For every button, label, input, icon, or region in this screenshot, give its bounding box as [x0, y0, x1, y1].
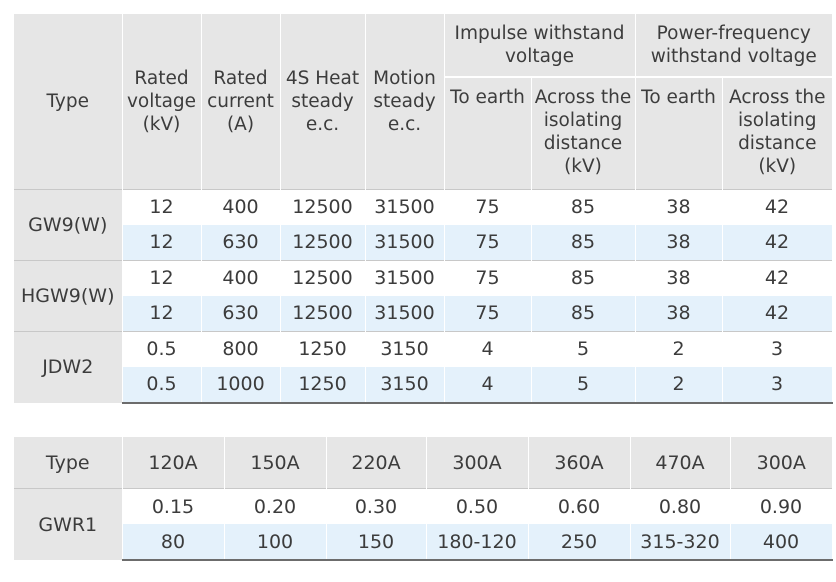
table-cell: 180-120: [426, 524, 529, 561]
table-cell: 3: [722, 367, 833, 404]
table-cell: 12: [122, 296, 202, 332]
table-cell: 100: [224, 524, 327, 561]
table-cell: 315-320: [630, 524, 731, 561]
table-cell: 3150: [365, 367, 445, 404]
header-motion-steady: Motion steady e.c.: [365, 14, 445, 190]
table-cell: 630: [201, 296, 281, 332]
table-cell: 85: [531, 189, 636, 225]
table-cell: 12500: [280, 189, 366, 225]
table-cell: 630: [201, 225, 281, 261]
header-150a: 150A: [224, 437, 327, 489]
table-cell: 31500: [365, 189, 445, 225]
table-cell: 12: [122, 189, 202, 225]
table-cell: 31500: [365, 225, 445, 261]
table-cell: 150: [326, 524, 427, 561]
table-cell: 42: [722, 225, 833, 261]
header-power-to-earth: To earth: [635, 76, 723, 190]
table-cell: 75: [444, 189, 532, 225]
table-cell: 42: [722, 189, 833, 225]
header-220a: 220A: [326, 437, 427, 489]
table-cell: 75: [444, 260, 532, 296]
table-cell: 38: [635, 225, 723, 261]
table-row: GWR1 0.15 0.20 0.30 0.50 0.60 0.80 0.90: [14, 488, 833, 560]
table-cell: 38: [635, 189, 723, 225]
table-cell: 85: [531, 260, 636, 296]
table-cell: 0.50: [426, 488, 529, 524]
table-cell: 5: [531, 367, 636, 404]
table-row: 80 100 150 180-120 250 315-320 400: [14, 524, 833, 561]
header-impulse-across: Across the isolating distance (kV): [531, 76, 636, 190]
header-rated-current: Rated current (A): [201, 14, 281, 190]
header-impulse-group: Impulse withstand voltage: [444, 14, 636, 77]
table-cell: 400: [201, 260, 281, 296]
table-cell: 1250: [280, 367, 366, 404]
type-cell: HGW9(W): [14, 260, 123, 332]
table-cell: 400: [730, 524, 833, 561]
table-row: JDW2 0.5 800 1250 3150 4 5 2 3: [14, 331, 833, 403]
table-cell: 400: [201, 189, 281, 225]
table-row: HGW9(W) 12 400 12500 31500 75 85 38 42: [14, 260, 833, 332]
header-120a: 120A: [122, 437, 225, 489]
header-heat-steady: 4S Heat steady e.c.: [280, 14, 366, 190]
table-row: 12 630 12500 31500 75 85 38 42: [14, 225, 833, 261]
table-cell: 0.30: [326, 488, 427, 524]
type-cell: GWR1: [14, 488, 123, 560]
table-cell: 38: [635, 260, 723, 296]
specs-table: Type Rated voltage (kV) Rated current (A…: [14, 14, 833, 404]
table-cell: 38: [635, 296, 723, 332]
header-power-group: Power-frequency withstand voltage: [635, 14, 833, 77]
table-cell: 75: [444, 296, 532, 332]
table-cell: 250: [528, 524, 631, 561]
header-360a: 360A: [528, 437, 631, 489]
header-rated-voltage: Rated voltage (kV): [122, 14, 202, 190]
table-cell: 3150: [365, 331, 445, 367]
table-cell: 3: [722, 331, 833, 367]
table-cell: 80: [122, 524, 225, 561]
header-power-across: Across the isolating distance (kV): [722, 76, 833, 190]
table-cell: 31500: [365, 296, 445, 332]
header-type: Type: [14, 437, 123, 489]
table-cell: 75: [444, 225, 532, 261]
table-row: 0.5 1000 1250 3150 4 5 2 3: [14, 367, 833, 404]
table-cell: 0.5: [122, 331, 202, 367]
table-cell: 42: [722, 260, 833, 296]
table-cell: 31500: [365, 260, 445, 296]
table-cell: 12500: [280, 260, 366, 296]
table-cell: 12500: [280, 225, 366, 261]
table-cell: 0.90: [730, 488, 833, 524]
table-cell: 85: [531, 296, 636, 332]
type-cell: GW9(W): [14, 189, 123, 261]
table-cell: 12: [122, 260, 202, 296]
table-cell: 0.15: [122, 488, 225, 524]
header-300a: 300A: [426, 437, 529, 489]
table-cell: 5: [531, 331, 636, 367]
table-cell: 12500: [280, 296, 366, 332]
table-cell: 0.20: [224, 488, 327, 524]
table-cell: 4: [444, 331, 532, 367]
header-impulse-to-earth: To earth: [444, 76, 532, 190]
table-cell: 1250: [280, 331, 366, 367]
gwr1-table: Type 120A 150A 220A 300A 360A 470A 300A …: [14, 437, 833, 561]
header-type: Type: [14, 14, 123, 190]
table-cell: 0.60: [528, 488, 631, 524]
table-cell: 85: [531, 225, 636, 261]
table-cell: 12: [122, 225, 202, 261]
table-cell: 1000: [201, 367, 281, 404]
table-cell: 2: [635, 367, 723, 404]
table-cell: 4: [444, 367, 532, 404]
type-cell: JDW2: [14, 331, 123, 403]
table-row: 12 630 12500 31500 75 85 38 42: [14, 296, 833, 332]
table-cell: 2: [635, 331, 723, 367]
table-cell: 0.80: [630, 488, 731, 524]
table-cell: 42: [722, 296, 833, 332]
header-470a: 470A: [630, 437, 731, 489]
table-row: GW9(W) 12 400 12500 31500 75 85 38 42: [14, 189, 833, 261]
table-cell: 0.5: [122, 367, 202, 404]
header-300a-2: 300A: [730, 437, 832, 489]
table-cell: 800: [201, 331, 281, 367]
